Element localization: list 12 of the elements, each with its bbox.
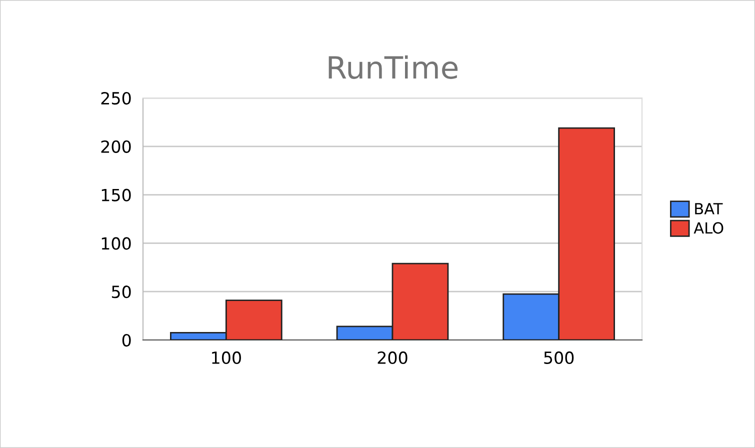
- y-tick-label: 250: [101, 92, 131, 105]
- y-tick-label: 200: [101, 140, 131, 153]
- y-tick-label: 0: [122, 334, 131, 347]
- y-tick-label: 100: [102, 237, 131, 250]
- legend-label: ALO: [694, 222, 724, 234]
- y-tick-label: 50: [112, 286, 131, 298]
- x-tick-label: 200: [378, 351, 408, 364]
- x-tick-label: 100: [212, 351, 241, 364]
- chart-title: RunTime: [328, 55, 458, 79]
- y-tick-label: 150: [102, 188, 131, 202]
- x-tick-label: 500: [544, 351, 574, 364]
- legend-label: BAT: [695, 203, 723, 214]
